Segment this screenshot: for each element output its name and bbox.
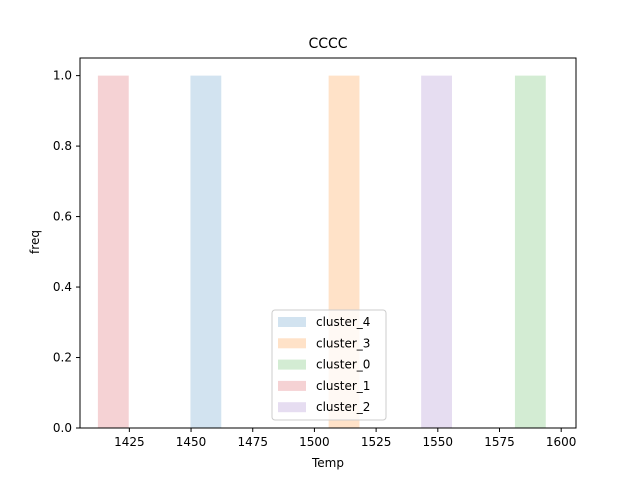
y-tick-label: 0.4 [53, 280, 72, 294]
bars-layer [97, 75, 546, 428]
legend-swatch-cluster_3 [278, 338, 306, 349]
bar-cluster_2 [421, 75, 452, 428]
y-tick-label: 0.6 [53, 210, 72, 224]
x-tick-label: 1575 [484, 435, 515, 449]
bar-cluster_1 [97, 75, 129, 428]
legend-label: cluster_3 [316, 336, 370, 350]
legend-label: cluster_0 [316, 358, 370, 372]
legend-label: cluster_4 [316, 315, 370, 329]
legend: cluster_4 cluster_3 cluster_0 cluster_1clus… [271, 309, 387, 421]
y-tick-label: 0.0 [53, 421, 72, 435]
x-tick-label: 1550 [423, 435, 454, 449]
legend-swatch-cluster_1 [278, 380, 306, 391]
y-tick-label: 0.8 [53, 139, 72, 153]
y-tick-label: 1.0 [53, 69, 72, 83]
legend-label: cluster_1 [316, 379, 370, 393]
legend-label: cluster_2 [316, 400, 370, 414]
legend-swatch-cluster_4 [278, 317, 306, 327]
y-tick-label: 0.2 [53, 351, 72, 365]
x-tick-label: 1500 [299, 435, 330, 449]
legend-swatch-cluster_0 [278, 359, 306, 370]
axes-layer: 1425 1450 1475 1500 1525 1550 1575 1600 0.0 0.2 0.… [53, 57, 577, 449]
x-tick-label: 1525 [361, 435, 392, 449]
bar-cluster_0 [514, 75, 546, 428]
bar-cluster_4 [190, 75, 222, 428]
x-tick-label: 1600 [546, 435, 577, 449]
legend-swatch-cluster_2 [278, 402, 306, 413]
plot-frame [79, 57, 577, 429]
x-axis-label: Temp [311, 456, 344, 470]
chart-title: CCCC [308, 36, 347, 52]
y-axis-label: freq [28, 230, 42, 254]
x-tick-label: 1475 [237, 435, 268, 449]
x-tick-label: 1425 [114, 435, 145, 449]
legend-box [271, 309, 387, 421]
x-tick-label: 1450 [176, 435, 207, 449]
